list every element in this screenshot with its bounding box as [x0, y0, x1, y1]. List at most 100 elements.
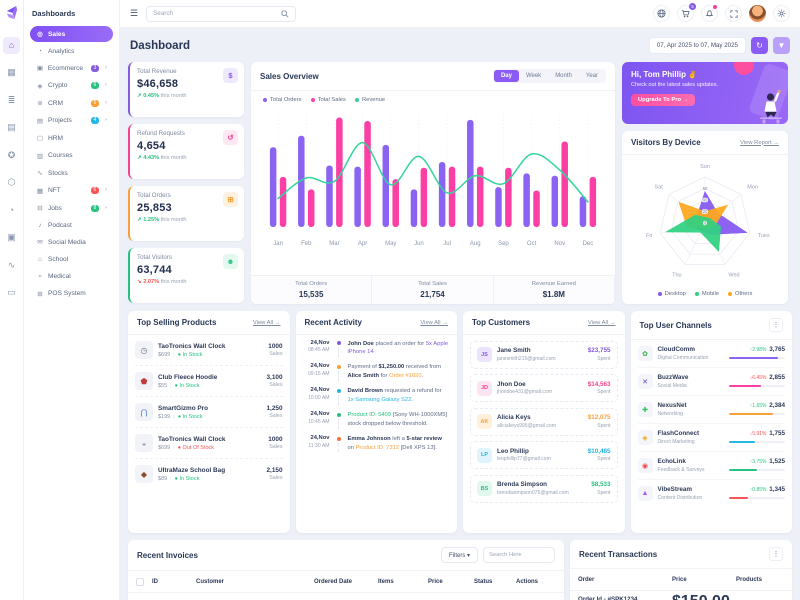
search-input[interactable] [153, 10, 282, 17]
rail-badge-icon[interactable]: ✪ [7, 149, 16, 160]
nav-item-label: Analytics [48, 47, 75, 55]
summary-cell: Total Sales 21,754 [372, 275, 494, 304]
activity-time: 08:45 AM [307, 347, 330, 353]
activity-text: Payment of $1,250.00 received from Alice… [347, 364, 441, 380]
rail-clock-icon[interactable]: ◔ [8, 205, 15, 215]
notifications-bell-icon[interactable] [701, 5, 718, 22]
product-stock-status: ● In Stock [174, 475, 200, 482]
product-name: Club Fleece Hoodie [158, 373, 218, 381]
refresh-button[interactable]: ↻ [751, 37, 768, 54]
activity-item: 24,Nov 11:30 AM Emma Johnson left a 5-st… [304, 431, 450, 455]
nav-item-icon: ▥ [36, 152, 44, 160]
rail-media-icon[interactable]: ▣ [7, 232, 16, 242]
nav-item-icon: ✉ [37, 239, 43, 246]
sidebar-item-courses[interactable]: ▥ Courses [30, 148, 113, 164]
channel-row: ◉ EchoLink Feedback & Surveys ↑3.75% 1,5… [637, 452, 785, 480]
icon-rail: ⌂ ▦ ≣ ▤ ✪ ⬡ ◔ ▣ ∿ ▭ [0, 0, 24, 600]
view-all-link[interactable]: View All → [420, 319, 448, 326]
customer-avatar: JS [477, 347, 492, 362]
kebab-menu-icon[interactable]: ⋮ [769, 318, 783, 332]
select-all-checkbox[interactable] [136, 577, 144, 586]
activity-item: 24,Nov 09:15 AM Payment of $1,250.00 rec… [304, 359, 450, 383]
channel-value: 1,755 [769, 430, 785, 437]
filter-button[interactable]: ▼ [773, 37, 790, 54]
sidebar-item-pos-system[interactable]: ⊞ POS System [30, 286, 113, 302]
page-header: Dashboard 07, Apr 2025 to 07, May 2025 ↻… [130, 37, 790, 54]
timeline-dot [336, 436, 341, 441]
activity-date: 24,Nov [310, 411, 330, 418]
rail-apps-icon[interactable]: ▦ [7, 67, 16, 77]
product-price: $699 [158, 351, 171, 358]
svg-text:Fri: Fri [646, 233, 652, 239]
top-customers-title: Top Customers [472, 318, 531, 327]
customer-avatar: LP [477, 447, 492, 463]
upgrade-button[interactable]: Upgrade To Pro → [631, 93, 696, 106]
sidebar-item-hrm[interactable]: ▢ HRM [30, 130, 113, 146]
activity-item: 24,Nov 08:45 AM John Doe placed an order… [304, 335, 450, 359]
filters-button[interactable]: Filters ▾ [440, 547, 478, 563]
sidebar-item-podcast[interactable]: ♪ Podcast [30, 218, 113, 233]
sidebar-item-analytics[interactable]: ◔ Analytics [30, 44, 113, 59]
rail-layers-icon[interactable]: ≣ [7, 94, 16, 105]
range-tab[interactable]: Year [585, 73, 598, 79]
view-all-link[interactable]: View All → [587, 319, 616, 326]
search-icon [281, 9, 289, 18]
rail-pages-icon[interactable]: ▤ [7, 122, 16, 132]
product-row: ⋂ SmartGizmo Pro $199 | ● In Stock 1,250 S… [135, 397, 283, 428]
customer-row: BS Brenda Simpson brendasimpson075@gmail… [470, 474, 618, 503]
invoice-search-input[interactable] [483, 547, 555, 563]
rail-charts-icon[interactable]: ∿ [7, 259, 16, 270]
rail-components-icon[interactable]: ⬡ [7, 177, 16, 187]
rail-tables-icon[interactable]: ▭ [7, 287, 16, 297]
product-row: ◷ TaoTronics Wall Clock $699 | ● In Stock … [135, 335, 283, 366]
cart-icon[interactable]: 5 [677, 3, 696, 22]
svg-text:Dec: Dec [583, 241, 594, 247]
sidebar-title: Dashboards [32, 9, 76, 18]
range-tab[interactable]: Month [555, 73, 572, 79]
sidebar: Dashboards ◎ Sales ◔ Analytics ▣ Ecommer… [24, 0, 120, 600]
fullscreen-icon[interactable] [725, 5, 742, 22]
rail-home-icon[interactable]: ⌂ [3, 36, 20, 54]
menu-toggle-icon[interactable]: ☰ [130, 8, 139, 18]
range-tab[interactable]: Week [525, 73, 542, 79]
kebab-menu-icon[interactable]: ⋮ [769, 547, 783, 561]
sidebar-item-school[interactable]: ⌂ School [30, 252, 113, 267]
svg-text:May: May [385, 241, 396, 247]
sidebar-item-social-media[interactable]: ✉ Social Media [30, 234, 113, 250]
nav-item-label: Sales [48, 30, 66, 38]
sidebar-item-medical[interactable]: ⌁ Medical [30, 268, 113, 284]
nav-item-icon: ⊞ [37, 290, 43, 298]
top-customers-card: Top Customers View All → JS Jane Smith j… [463, 311, 625, 533]
range-tab[interactable]: Day [493, 70, 519, 82]
view-report-link[interactable]: View Report → [740, 139, 779, 146]
customer-amount: $14,563 [587, 380, 611, 388]
user-avatar[interactable] [749, 5, 766, 22]
search-box[interactable] [146, 5, 297, 22]
invoice-row[interactable]: ✓ #SPK231 JS Jane Smith janesmith213@gma… [128, 593, 564, 600]
channel-progress-bar [729, 440, 785, 443]
view-all-link[interactable]: View All → [252, 319, 281, 326]
stat-value: 4,654 [137, 139, 166, 152]
channel-category: Digital Communication [657, 354, 709, 361]
svg-text:Sat: Sat [655, 184, 664, 190]
sidebar-item-stocks[interactable]: ∿ Stocks [30, 165, 113, 181]
nav-item-label: Courses [48, 152, 73, 159]
sidebar-item-crm[interactable]: ⊚ CRM 5 › [30, 95, 113, 111]
settings-gear-icon[interactable] [773, 5, 790, 22]
nav-item-label: POS System [48, 290, 86, 297]
sidebar-item-sales[interactable]: ◎ Sales [30, 26, 113, 42]
sidebar-item-ecommerce[interactable]: ▣ Ecommerce 3 › [30, 60, 113, 76]
channel-category: Networking [657, 410, 683, 417]
recent-activity-title: Recent Activity [304, 318, 363, 327]
sidebar-item-projects[interactable]: ▤ Projects 4 › [30, 113, 113, 129]
sidebar-item-crypto[interactable]: ◈ Crypto 6 › [30, 78, 113, 94]
channel-name: EchoLink [657, 458, 686, 465]
nav-item-badge: 6 [91, 187, 99, 194]
language-globe-icon[interactable] [653, 5, 670, 22]
sidebar-item-nft[interactable]: ▦ NFT 6 › [30, 183, 113, 199]
transaction-row[interactable]: Order Id - #SPK1234 4 Items✓ Paid $150.0… [570, 591, 792, 600]
date-range-picker[interactable]: 07, Apr 2025 to 07, May 2025 [648, 37, 746, 54]
customer-row: AK Alicia Keys aliciakeys995@gmail.com $… [470, 407, 618, 436]
nav-item-label: CRM [48, 99, 64, 107]
sidebar-item-jobs[interactable]: ⊟ Jobs 8 › [30, 200, 113, 216]
